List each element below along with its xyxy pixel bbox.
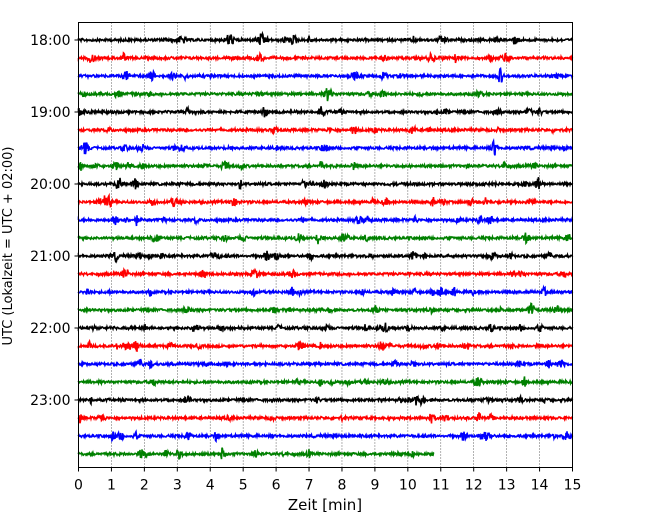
x-tick-label: 10 xyxy=(399,478,417,494)
trace-2330 xyxy=(77,429,574,444)
trace-1900 xyxy=(77,104,573,118)
trace-2115 xyxy=(77,267,573,279)
trace-2230 xyxy=(77,358,573,370)
x-tick-label: 1 xyxy=(107,478,116,494)
grid-lines xyxy=(111,22,540,468)
x-axis-label: Zeit [min] xyxy=(288,496,362,514)
x-tick-label: 3 xyxy=(173,478,182,494)
trace-2100 xyxy=(77,250,574,264)
x-tick-label: 4 xyxy=(206,478,215,494)
x-tick-label: 0 xyxy=(74,478,83,494)
trace-2345 xyxy=(77,447,435,460)
trace-1915 xyxy=(77,123,574,136)
x-tick-label: 7 xyxy=(305,478,314,494)
trace-2030 xyxy=(77,213,574,227)
trace-1800 xyxy=(77,30,574,46)
x-tick-label: 6 xyxy=(272,478,281,494)
traces-group xyxy=(77,30,574,460)
trace-1815 xyxy=(77,50,574,64)
y-tick-label: 21:00 xyxy=(30,249,70,265)
trace-2315 xyxy=(77,412,574,424)
x-tick-label: 8 xyxy=(338,478,347,494)
y-tick-label: 19:00 xyxy=(30,105,70,121)
x-tick-label: 9 xyxy=(370,478,379,494)
trace-2200 xyxy=(77,322,574,334)
x-tick-label: 15 xyxy=(564,478,582,494)
x-axis: 0 1 2 3 4 5 6 7 8 9 10 11 12 13 14 15 xyxy=(74,467,582,494)
y-axis: 18:00 19:00 20:00 21:00 22:00 23:00 xyxy=(30,33,79,409)
trace-2300 xyxy=(77,393,574,408)
trace-2015 xyxy=(77,192,574,208)
trace-1845 xyxy=(77,87,573,102)
x-tick-label: 2 xyxy=(140,478,149,494)
x-tick-label: 5 xyxy=(239,478,248,494)
x-tick-label: 12 xyxy=(465,478,483,494)
trace-2000 xyxy=(77,176,574,190)
trace-1830 xyxy=(77,66,574,83)
y-tick-label: 23:00 xyxy=(30,393,70,409)
y-tick-label: 18:00 xyxy=(30,33,70,49)
trace-1930 xyxy=(77,138,574,156)
axes-frame xyxy=(78,22,573,468)
y-axis-label: UTC (Lokalzeit = UTC + 02:00) xyxy=(1,147,16,346)
y-tick-label: 20:00 xyxy=(30,177,70,193)
trace-2145 xyxy=(77,302,574,316)
trace-2245 xyxy=(77,376,573,388)
trace-2215 xyxy=(77,338,574,352)
trace-2130 xyxy=(77,284,574,299)
trace-1945 xyxy=(77,160,573,172)
y-tick-label: 22:00 xyxy=(30,321,70,337)
x-tick-label: 14 xyxy=(531,478,549,494)
x-tick-label: 11 xyxy=(432,478,450,494)
trace-2045 xyxy=(77,232,574,246)
x-tick-label: 13 xyxy=(498,478,516,494)
